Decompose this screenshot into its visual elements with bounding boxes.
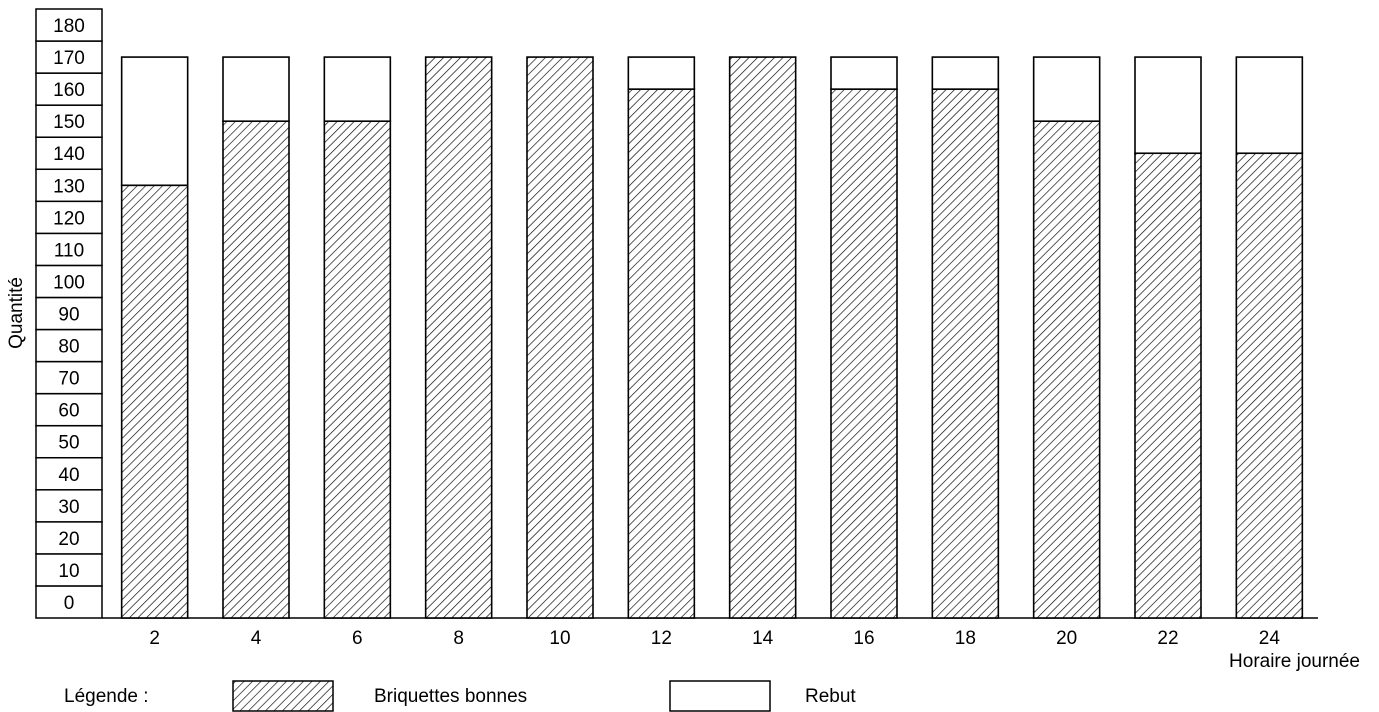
bar-segment-briquettes-bonnes	[1235, 152, 1304, 619]
y-tick-cell	[35, 72, 103, 106]
bar-segment-briquettes-bonnes	[526, 56, 594, 619]
y-tick-cell	[35, 200, 103, 235]
bar-segment-briquettes-bonnes	[1134, 152, 1202, 619]
bar-segment-briquettes-bonnes	[1032, 120, 1101, 619]
y-tick-label: 60	[58, 401, 79, 422]
legend-label-briquettes-bonnes: Briquettes bonnes	[374, 686, 527, 707]
bar-segment-rebut	[1235, 56, 1304, 155]
bar-segment-briquettes-bonnes	[931, 88, 1000, 619]
y-tick-cell	[35, 424, 103, 459]
bar-segment-briquettes-bonnes	[627, 88, 696, 619]
y-tick-cell	[35, 232, 103, 267]
y-tick-label: 100	[53, 272, 85, 293]
x-tick-label: 24	[1259, 628, 1281, 649]
y-tick-cell	[35, 136, 103, 171]
y-tick-label: 0	[64, 593, 75, 614]
x-tick-label: 2	[149, 628, 160, 649]
bar-segment-rebut	[323, 56, 392, 122]
legend-swatch-rebut	[669, 680, 771, 712]
y-tick-label: 120	[53, 208, 85, 229]
x-axis-label: Horaire journée	[1229, 651, 1360, 672]
bar-segment-rebut	[931, 56, 1000, 90]
x-tick-label: 20	[1056, 628, 1077, 649]
x-tick-label: 16	[853, 628, 874, 649]
bar-segment-briquettes-bonnes	[728, 56, 797, 619]
y-tick-label: 150	[53, 112, 85, 133]
bars-group	[120, 56, 1304, 619]
y-tick-label: 80	[58, 337, 79, 358]
x-tick-label: 22	[1157, 628, 1178, 649]
bar-segment-rebut	[830, 56, 898, 90]
y-tick-cell	[35, 585, 103, 619]
bar-segment-rebut	[1032, 56, 1101, 122]
bar-segment-rebut	[222, 56, 290, 122]
y-tick-label: 90	[58, 305, 79, 326]
legend: Légende : Briquettes bonnes Rebut	[64, 680, 856, 712]
y-axis-tick-table: 0 10 20 30 40 50 60 70 80 90 100 110 120 130 140 150 160…	[35, 8, 103, 619]
y-tick-label: 130	[53, 176, 85, 197]
x-axis-tick-labels: 2 4 6 8 10 12 14 16 18 20 22 24	[149, 628, 1280, 649]
bar-segment-rebut	[627, 56, 696, 90]
bar-segment-briquettes-bonnes	[222, 120, 290, 619]
y-tick-cell	[35, 40, 103, 74]
bar-segment-briquettes-bonnes	[830, 88, 898, 619]
y-tick-cell	[35, 328, 103, 363]
legend-swatch-briquettes-bonnes	[232, 680, 334, 712]
y-tick-label: 110	[54, 240, 84, 261]
y-tick-cell	[35, 489, 103, 523]
y-tick-label: 10	[58, 561, 79, 582]
bar-segment-briquettes-bonnes	[120, 184, 189, 619]
y-tick-label: 50	[58, 433, 79, 454]
x-tick-label: 6	[352, 628, 363, 649]
x-tick-label: 10	[549, 628, 570, 649]
y-tick-cell	[35, 392, 103, 427]
x-tick-label: 14	[752, 628, 774, 649]
bar-segment-briquettes-bonnes	[323, 120, 392, 619]
y-tick-cell	[35, 360, 103, 395]
y-tick-cell	[35, 8, 103, 42]
x-tick-label: 4	[251, 628, 262, 649]
bar-segment-briquettes-bonnes	[424, 56, 493, 619]
y-tick-label: 180	[53, 16, 85, 37]
y-tick-label: 70	[58, 369, 79, 390]
x-tick-label: 12	[651, 628, 672, 649]
y-tick-label: 170	[53, 48, 85, 69]
x-tick-label: 18	[955, 628, 976, 649]
y-tick-label: 140	[53, 144, 85, 165]
y-tick-cell	[35, 296, 103, 331]
y-tick-label: 20	[58, 529, 79, 550]
legend-label-rebut: Rebut	[805, 686, 856, 707]
bar-segment-rebut	[120, 56, 189, 187]
y-tick-cell	[35, 264, 103, 299]
y-tick-cell	[35, 104, 103, 138]
y-tick-label: 30	[58, 497, 79, 518]
y-axis-label: Quantité	[6, 277, 27, 349]
y-tick-cell	[35, 553, 103, 587]
legend-title: Légende :	[64, 686, 149, 707]
x-tick-label: 8	[453, 628, 464, 649]
bar-segment-rebut	[1134, 56, 1202, 155]
y-tick-label: 160	[53, 80, 85, 101]
y-tick-label: 40	[58, 465, 79, 486]
